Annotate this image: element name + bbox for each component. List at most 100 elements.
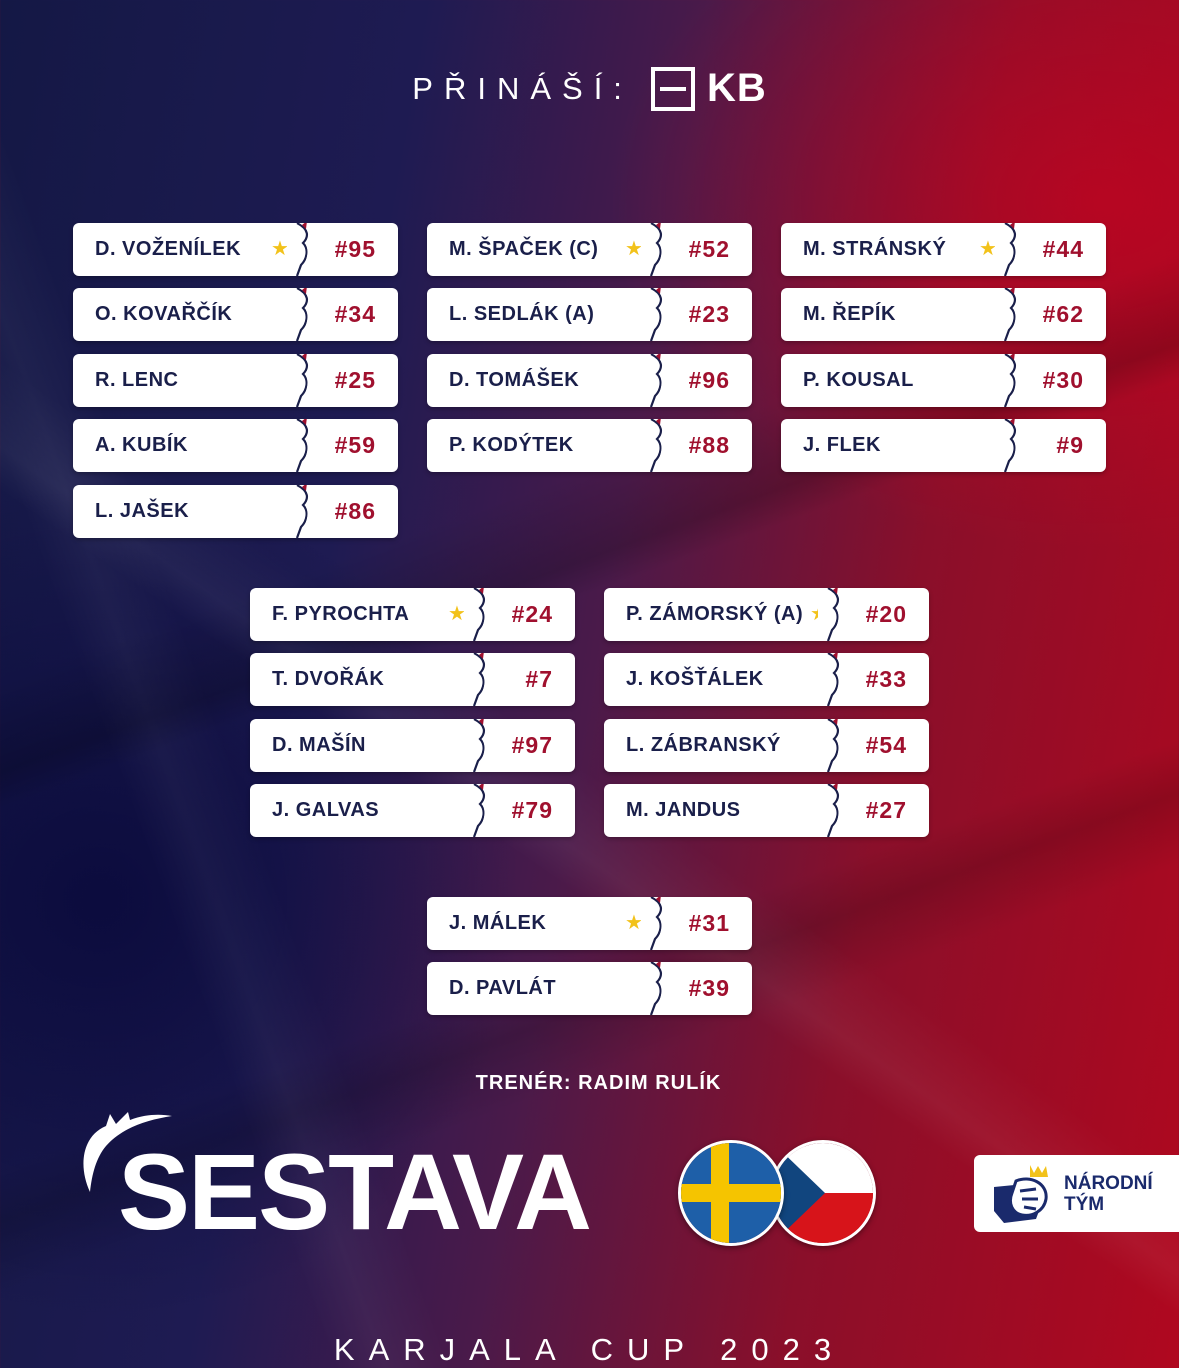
player-number: #30 bbox=[1042, 367, 1084, 393]
player-name: M. STRÁNSKÝ bbox=[803, 238, 947, 260]
player-name: R. LENC bbox=[95, 369, 179, 391]
coach-line: TRENÉR: RADIM RULÍK bbox=[475, 1072, 722, 1094]
star-icon: ★ bbox=[625, 238, 643, 260]
player-number: #34 bbox=[334, 301, 376, 327]
player-number: #62 bbox=[1042, 301, 1084, 327]
swoosh-icon bbox=[818, 653, 858, 706]
player-number: #86 bbox=[334, 498, 376, 524]
player-number: #39 bbox=[688, 975, 730, 1001]
swoosh-icon bbox=[641, 223, 681, 276]
swoosh-icon bbox=[641, 288, 681, 341]
player-name: D. VOŽENÍLEK bbox=[95, 238, 242, 260]
player-card: F. PYROCHTA ★ #24 bbox=[250, 588, 575, 641]
team-badge-line1: NÁRODNÍ bbox=[1064, 1172, 1153, 1194]
swoosh-icon bbox=[464, 653, 504, 706]
player-number: #44 bbox=[1042, 236, 1084, 262]
player-card: R. LENC #25 bbox=[73, 354, 398, 407]
swoosh-icon bbox=[995, 223, 1035, 276]
player-name: J. MÁLEK bbox=[449, 912, 547, 934]
swoosh-icon bbox=[818, 588, 858, 641]
lightning-mark-icon bbox=[83, 1112, 172, 1192]
swoosh-icon bbox=[995, 419, 1035, 472]
swoosh-icon bbox=[995, 354, 1035, 407]
player-card: P. KODÝTEK #88 bbox=[427, 419, 752, 472]
sweden-flag bbox=[678, 1140, 784, 1246]
kb-logo-icon bbox=[650, 66, 695, 111]
swoosh-icon bbox=[287, 354, 327, 407]
player-number: #20 bbox=[865, 601, 907, 627]
swoosh-icon bbox=[464, 784, 504, 837]
player-card: J. KOŠŤÁLEK #33 bbox=[604, 653, 929, 706]
player-name: L. JAŠEK bbox=[95, 500, 190, 522]
swoosh-icon bbox=[287, 288, 327, 341]
player-name: L. ZÁBRANSKÝ bbox=[626, 734, 781, 756]
player-number: #9 bbox=[1056, 432, 1084, 458]
star-icon: ★ bbox=[625, 912, 643, 934]
star-icon: ★ bbox=[271, 238, 289, 260]
sponsor-header: PŘINÁŠÍ: KB bbox=[0, 66, 1179, 111]
player-card: O. KOVAŘČÍK #34 bbox=[73, 288, 398, 341]
swoosh-icon bbox=[995, 288, 1035, 341]
player-card: L. JAŠEK #86 bbox=[73, 485, 398, 538]
swoosh-icon bbox=[641, 354, 681, 407]
player-name: D. TOMÁŠEK bbox=[449, 369, 580, 391]
player-number: #96 bbox=[688, 367, 730, 393]
player-number: #95 bbox=[334, 236, 376, 262]
player-number: #59 bbox=[334, 432, 376, 458]
czech-flag bbox=[770, 1140, 876, 1246]
sestava-title: SESTAVA bbox=[118, 1131, 592, 1252]
event-footer: KARJALA CUP 2023 bbox=[333, 1332, 846, 1367]
player-card: T. DVOŘÁK #7 bbox=[250, 653, 575, 706]
player-name: F. PYROCHTA bbox=[272, 603, 410, 625]
player-card: M. STRÁNSKÝ ★ #44 bbox=[781, 223, 1106, 276]
player-card: D. TOMÁŠEK #96 bbox=[427, 354, 752, 407]
swoosh-icon bbox=[464, 719, 504, 772]
player-card: L. ZÁBRANSKÝ #54 bbox=[604, 719, 929, 772]
star-icon: ★ bbox=[979, 238, 997, 260]
player-card: P. KOUSAL #30 bbox=[781, 354, 1106, 407]
player-number: #23 bbox=[688, 301, 730, 327]
player-card: A. KUBÍK #59 bbox=[73, 419, 398, 472]
swoosh-icon bbox=[818, 719, 858, 772]
team-badge-text: NÁRODNÍ TÝM bbox=[1064, 1173, 1153, 1215]
player-card: L. SEDLÁK (A) #23 bbox=[427, 288, 752, 341]
player-name: J. FLEK bbox=[803, 434, 881, 456]
player-card: M. JANDUS #27 bbox=[604, 784, 929, 837]
player-card: P. ZÁMORSKÝ (A) ★ #20 bbox=[604, 588, 929, 641]
player-name: O. KOVAŘČÍK bbox=[95, 303, 233, 325]
player-card: J. MÁLEK ★ #31 bbox=[427, 897, 752, 950]
player-card: M. ŘEPÍK #62 bbox=[781, 288, 1106, 341]
lion-crest-icon bbox=[994, 1164, 1048, 1223]
swoosh-icon bbox=[287, 419, 327, 472]
player-number: #79 bbox=[511, 797, 553, 823]
player-number: #27 bbox=[865, 797, 907, 823]
player-name: M. ŘEPÍK bbox=[803, 303, 896, 325]
swoosh-icon bbox=[641, 897, 681, 950]
player-name: J. KOŠŤÁLEK bbox=[626, 668, 764, 690]
player-name: A. KUBÍK bbox=[95, 434, 188, 456]
swoosh-icon bbox=[287, 223, 327, 276]
player-name: P. KOUSAL bbox=[803, 369, 914, 391]
flags bbox=[678, 1140, 876, 1246]
player-card: J. GALVAS #79 bbox=[250, 784, 575, 837]
player-card: J. FLEK #9 bbox=[781, 419, 1106, 472]
player-number: #25 bbox=[334, 367, 376, 393]
player-number: #24 bbox=[511, 601, 553, 627]
presents-label: PŘINÁŠÍ: bbox=[412, 70, 633, 106]
player-number: #97 bbox=[511, 732, 553, 758]
swoosh-icon bbox=[287, 485, 327, 538]
swoosh-icon bbox=[464, 588, 504, 641]
player-card: M. ŠPAČEK (C) ★ #52 bbox=[427, 223, 752, 276]
team-badge-line2: TÝM bbox=[1064, 1193, 1105, 1215]
player-name: L. SEDLÁK (A) bbox=[449, 303, 595, 325]
player-number: #7 bbox=[525, 666, 553, 692]
narodni-tym-badge: NÁRODNÍ TÝM bbox=[974, 1155, 1179, 1232]
player-number: #31 bbox=[688, 910, 730, 936]
player-name: P. KODÝTEK bbox=[449, 434, 574, 456]
kb-logo-text: KB bbox=[706, 66, 767, 110]
star-icon: ★ bbox=[448, 603, 466, 625]
kb-logo: KB bbox=[650, 66, 767, 111]
player-name: D. PAVLÁT bbox=[449, 977, 557, 999]
player-number: #52 bbox=[688, 236, 730, 262]
swoosh-icon bbox=[641, 419, 681, 472]
